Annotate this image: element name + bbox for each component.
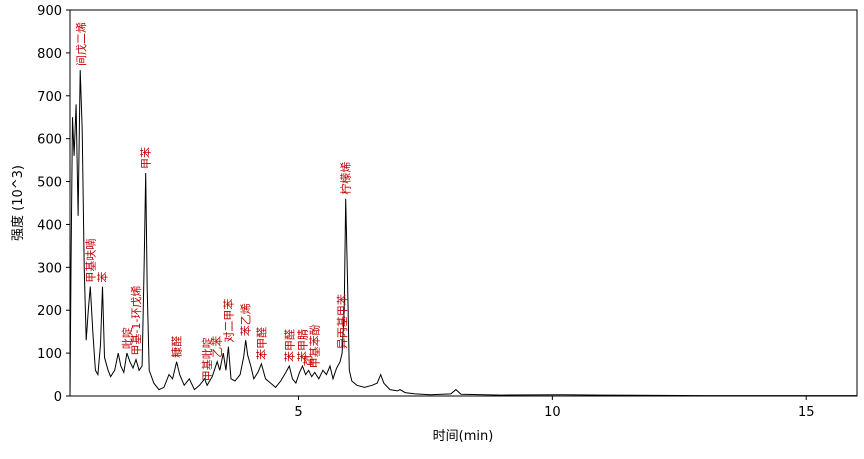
x-axis-label: 时间(min): [433, 429, 494, 444]
peak-label: 柠檬烯: [339, 162, 353, 195]
x-tick-label: 10: [544, 405, 561, 420]
peak-label: 对二甲苯: [221, 299, 235, 343]
y-tick-label: 900: [37, 4, 62, 19]
peak-label: 苯乙烯: [239, 303, 253, 336]
y-axis-label: 强度 (10^3): [10, 165, 26, 241]
y-tick-label: 200: [37, 304, 62, 319]
peak-label: 乙苯: [210, 336, 224, 358]
y-tick-label: 0: [54, 390, 62, 405]
peak-label: 苯: [95, 272, 109, 283]
y-tick-label: 700: [37, 90, 62, 105]
x-tick-label: 5: [294, 405, 302, 420]
peak-label: 甲苯: [139, 147, 153, 169]
peak-label: 甲基-1-环戊烯: [130, 286, 143, 356]
peak-label: 苯甲醛: [254, 327, 268, 360]
trace: [69, 69, 857, 397]
y-tick-label: 400: [37, 218, 62, 233]
peak-label: 茚: [302, 355, 316, 366]
plot-frame: [69, 9, 858, 397]
y-tick-label: 600: [37, 133, 62, 148]
peak-label: 甲基呋喃: [83, 239, 97, 283]
peak-label: 苯甲醛: [282, 329, 296, 362]
peak-label: 甲基吡啶: [200, 337, 214, 381]
peak-label: 吡啶: [120, 327, 134, 349]
peak-label: 甲基苯酚: [308, 324, 322, 368]
peak-label: 糠醛: [170, 336, 184, 358]
y-tick-label: 500: [37, 176, 62, 191]
y-tick-label: 800: [37, 47, 62, 62]
y-tick-label: 100: [37, 347, 62, 362]
y-tick-label: 300: [37, 261, 62, 276]
peak-label: 异丙基甲苯: [335, 294, 349, 349]
peak-label: 间戊二烯: [75, 22, 88, 66]
peak-label: 苯甲腈: [296, 329, 310, 362]
x-tick-label: 15: [798, 405, 815, 420]
